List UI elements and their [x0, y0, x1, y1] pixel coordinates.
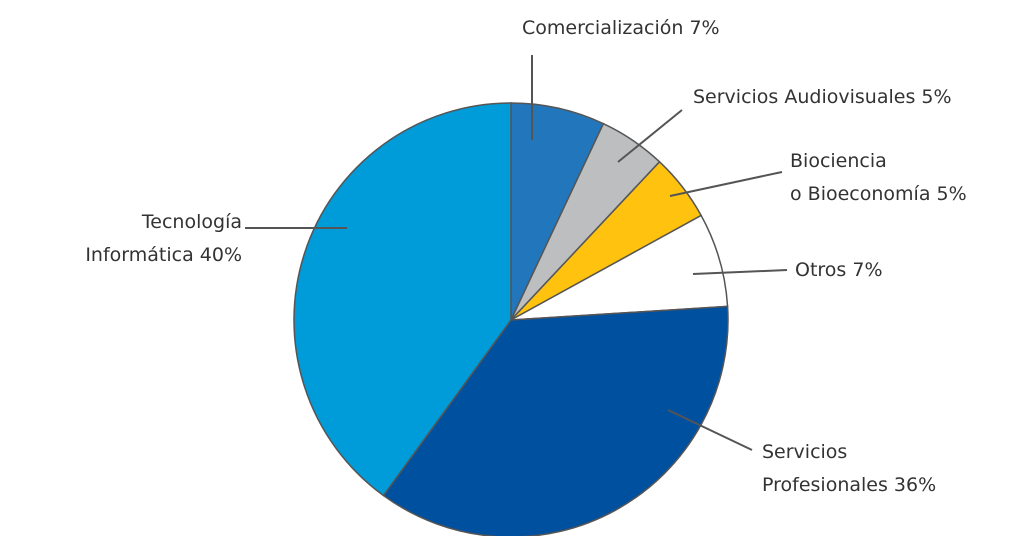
value-label: 5% [921, 86, 952, 108]
value-label: 7% [689, 17, 720, 39]
category-name: Servicios Profesionales [762, 441, 888, 496]
pie-slice [293, 102, 512, 497]
slice-label: Tecnología Informática 40% [85, 206, 242, 272]
leader-line [617, 109, 683, 163]
leader-line [669, 171, 783, 197]
category-name: Otros [795, 259, 847, 281]
category-name: Servicios Audiovisuales [693, 86, 916, 108]
slice-label: Otros 7% [795, 254, 883, 287]
leader-line [692, 269, 788, 275]
value-label: 5% [936, 183, 967, 205]
pie-slice [382, 305, 729, 536]
value-label: 36% [893, 474, 937, 496]
slice-label: Comercialización 7% [522, 12, 720, 45]
slice-label: Servicios Profesionales 36% [762, 436, 936, 502]
category-name: Biociencia o Bioeconomía [790, 150, 931, 205]
value-label: 40% [199, 244, 242, 266]
category-name: Comercialización [522, 17, 684, 39]
value-label: 7% [852, 259, 883, 281]
leader-line [667, 409, 753, 451]
slice-label: Biociencia o Bioeconomía 5% [790, 145, 967, 211]
slice-label: Servicios Audiovisuales 5% [693, 81, 952, 114]
category-name: Tecnología Informática [85, 211, 242, 266]
